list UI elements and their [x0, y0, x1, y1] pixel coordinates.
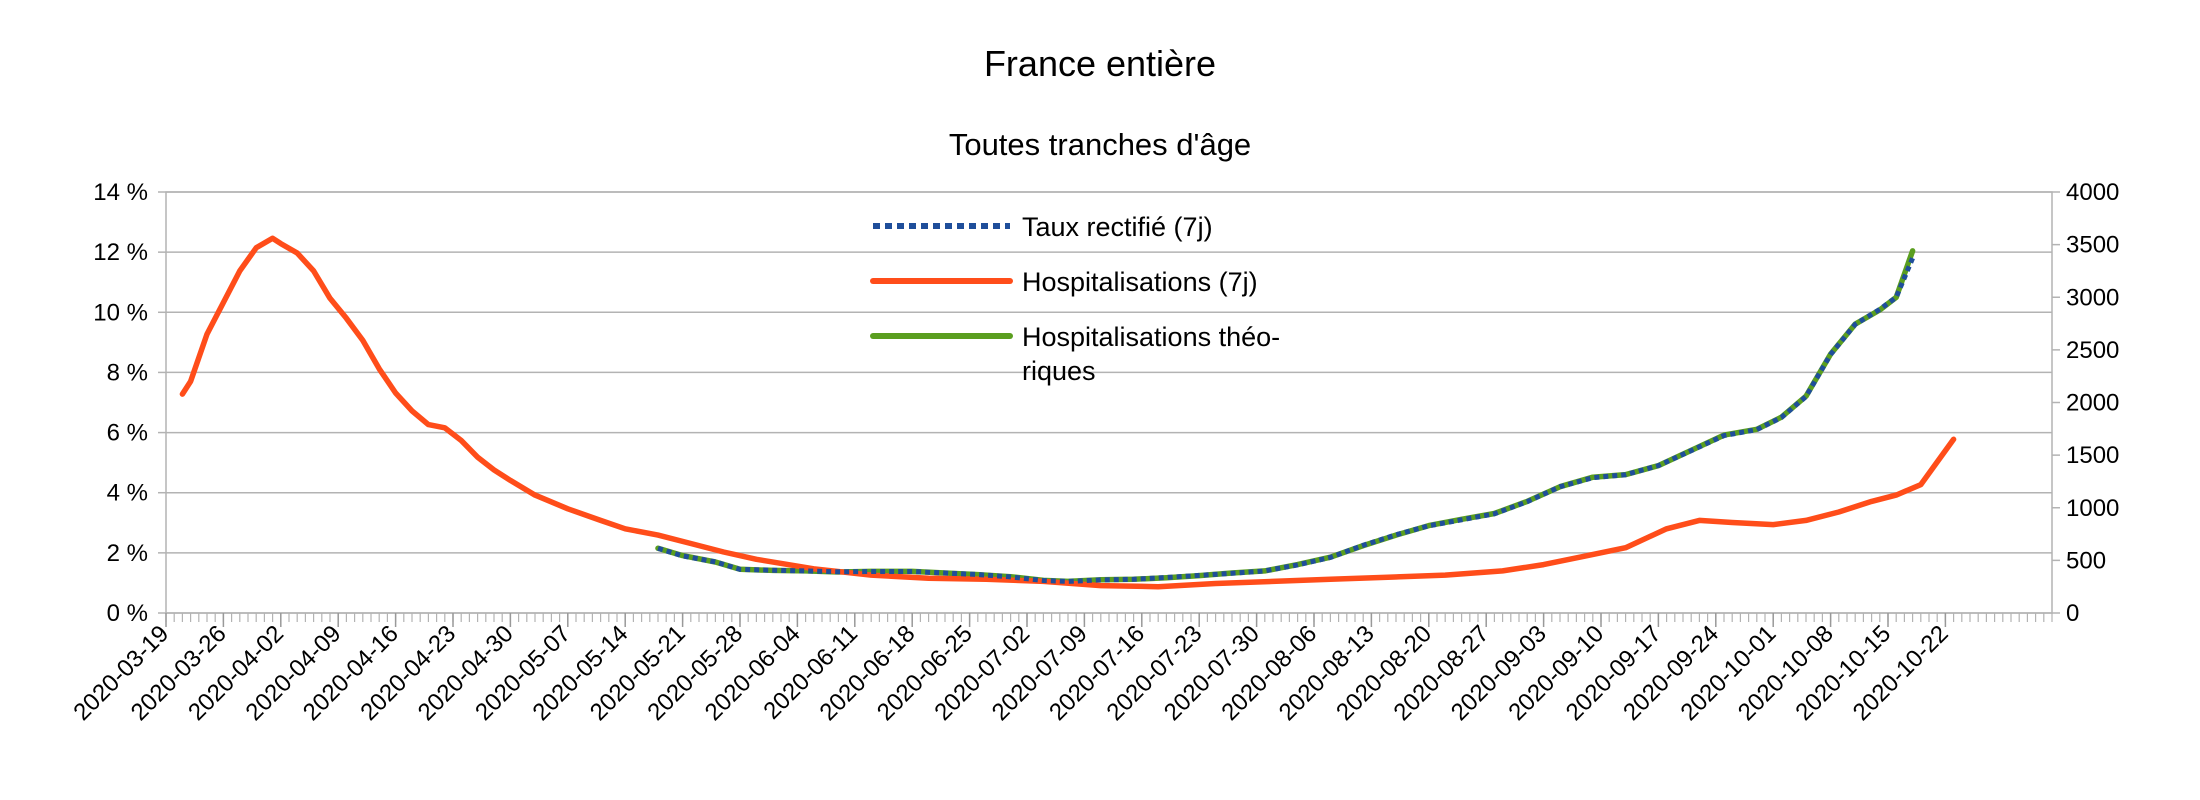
y-left-tick-label: 14 % — [93, 179, 148, 206]
y-right-tick-label: 0 — [2066, 600, 2079, 627]
legend: Taux rectifié (7j) Hospitalisations (7j) H… — [870, 212, 1280, 386]
plot-area — [165, 191, 2053, 614]
y-axis-left: 0 % 2 % 4 % 6 % 8 % 10 % 12 % 14 % — [93, 179, 166, 627]
legend-label-line: riques — [1022, 356, 1096, 386]
chart-title: France entière — [984, 43, 1216, 84]
y-left-tick-label: 8 % — [107, 359, 148, 386]
legend-label-3: Hospitalisations théo-riques — [1022, 322, 1280, 386]
y-right-tick-label: 500 — [2066, 547, 2106, 574]
y-left-tick-label: 10 % — [93, 299, 148, 326]
series-line-2 — [179, 235, 1957, 590]
y-right-tick-label: 1500 — [2066, 442, 2119, 469]
legend-label-line: Hospitalisations théo- — [1022, 322, 1280, 352]
y-left-tick-label: 2 % — [107, 540, 148, 567]
y-left-tick-label: 4 % — [107, 480, 148, 507]
y-right-tick-label: 2000 — [2066, 390, 2119, 417]
y-right-tick-label: 2500 — [2066, 337, 2119, 364]
y-right-tick-label: 3000 — [2066, 284, 2119, 311]
x-axis-minor-ticks — [165, 613, 2053, 622]
y-axis-right: 0 500 1000 1500 2000 2500 3000 3500 4000 — [2052, 179, 2119, 627]
y-right-tick-label: 4000 — [2066, 179, 2119, 206]
series-line-3 — [655, 248, 1916, 585]
y-left-tick-label: 0 % — [107, 600, 148, 627]
y-right-tick-label: 1000 — [2066, 495, 2119, 522]
y-left-tick-label: 6 % — [107, 420, 148, 447]
legend-label-2: Hospitalisations (7j) — [1022, 267, 1258, 297]
x-axis: 2020-03-192020-03-262020-04-022020-04-09… — [68, 613, 1954, 726]
series-line-1 — [657, 257, 1915, 584]
chart-subtitle: Toutes tranches d'âge — [949, 127, 1251, 162]
gridlines — [166, 191, 2052, 614]
series-lines — [179, 235, 1957, 590]
legend-label-1: Taux rectifié (7j) — [1022, 212, 1213, 242]
y-right-tick-label: 3500 — [2066, 232, 2119, 259]
y-left-tick-label: 12 % — [93, 239, 148, 266]
